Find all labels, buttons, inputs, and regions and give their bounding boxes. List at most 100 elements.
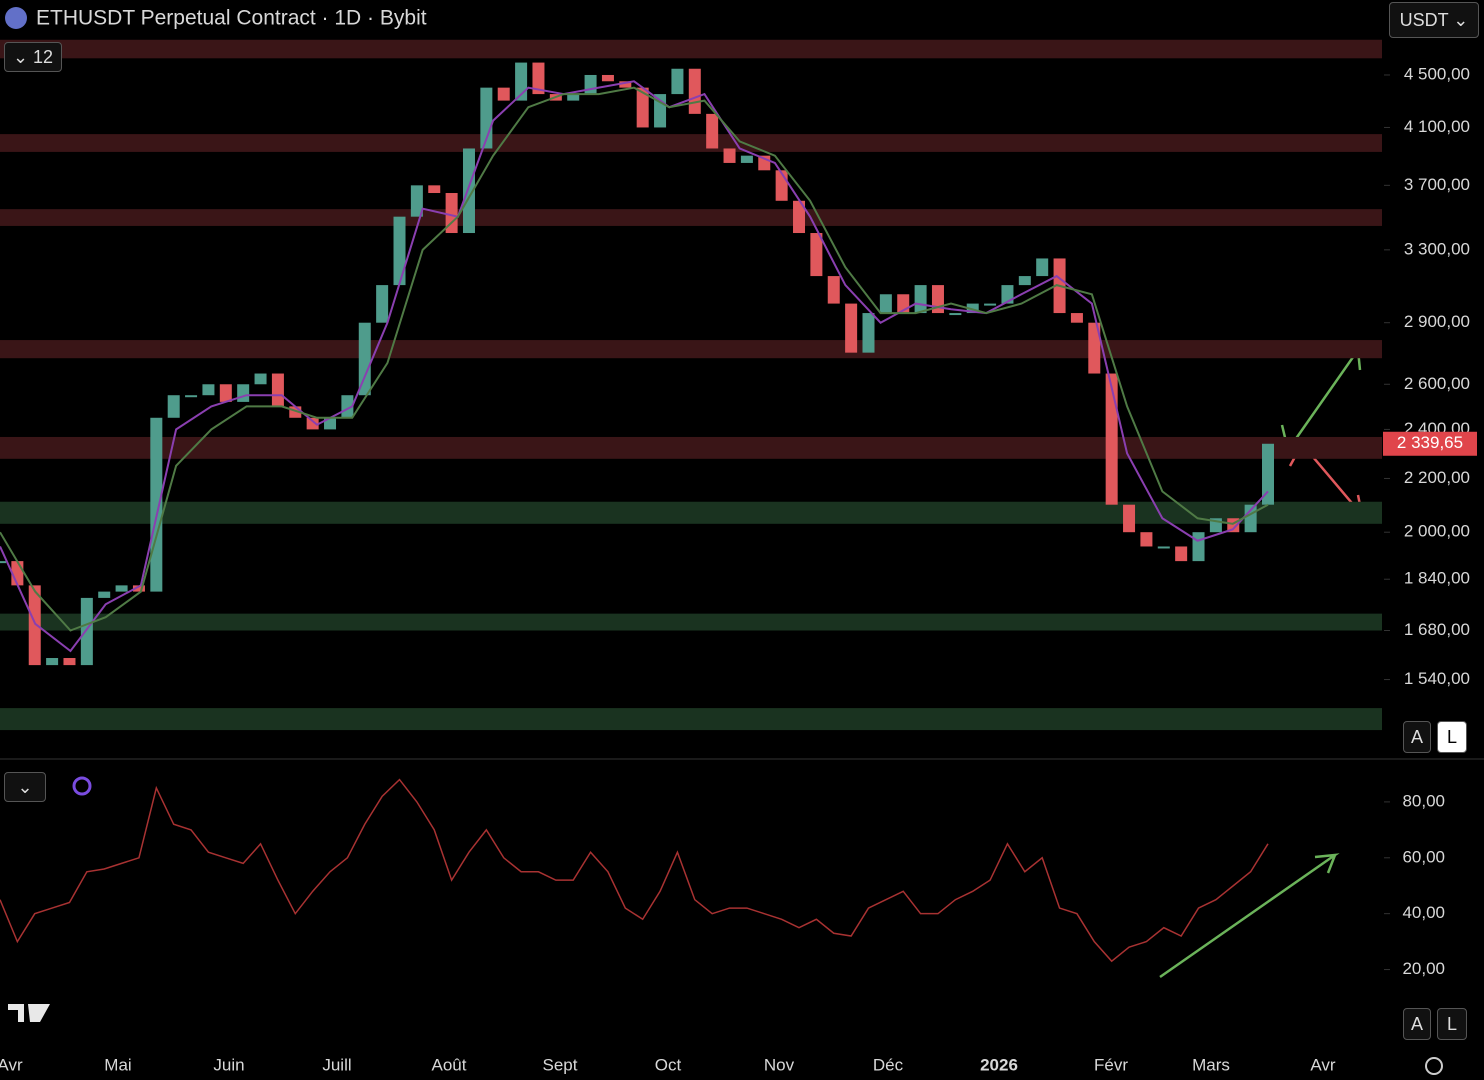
log-button[interactable]: L	[1437, 1008, 1467, 1040]
x-tick-label: Juin	[213, 1055, 244, 1074]
candle	[376, 285, 389, 323]
candle	[63, 658, 76, 666]
eth-icon	[5, 7, 27, 29]
candle	[0, 561, 6, 564]
candle	[845, 303, 858, 353]
indicator-count: 12	[33, 47, 54, 67]
candle	[1140, 532, 1153, 547]
zone	[0, 708, 1382, 731]
candle	[324, 417, 337, 430]
y-tick-label: 1 840,00	[1404, 569, 1470, 588]
candle	[1001, 285, 1014, 304]
candle	[341, 395, 354, 418]
candle	[462, 148, 475, 234]
auto-button[interactable]: A	[1403, 721, 1431, 753]
candle	[1123, 504, 1136, 533]
zone	[0, 134, 1382, 152]
y-tick-label: 2 200,00	[1404, 468, 1470, 487]
candle	[601, 74, 614, 82]
x-tick-label: Mars	[1192, 1055, 1230, 1074]
x-tick-label: Févr	[1094, 1055, 1128, 1074]
zone	[0, 209, 1382, 226]
candle	[167, 395, 180, 418]
x-tick-label: Nov	[764, 1055, 795, 1074]
candle	[410, 185, 423, 217]
candle	[1105, 373, 1118, 505]
rsi-arrow	[1159, 853, 1340, 979]
chart-title: ETHUSDT Perpetual Contract · 1D · Bybit	[36, 7, 427, 30]
currency: USDT	[1399, 10, 1449, 30]
candle	[80, 597, 93, 666]
x-tick-label: Sept	[543, 1055, 578, 1074]
candle	[98, 591, 111, 598]
candle	[1192, 532, 1205, 562]
candle	[688, 68, 701, 114]
y-tick-label: 2 000,00	[1404, 522, 1470, 541]
logo	[8, 1004, 50, 1022]
candle	[827, 276, 840, 304]
y-tick-label: 4 500,00	[1404, 64, 1470, 83]
candle	[306, 417, 319, 430]
zone	[0, 613, 1382, 631]
candle	[358, 322, 371, 396]
candle	[740, 155, 753, 163]
x-tick-label: 2026	[980, 1055, 1018, 1074]
y-tick-label: 20,00	[1402, 959, 1445, 978]
auto-button[interactable]: A	[1403, 1008, 1431, 1040]
y-tick-label: 4 100,00	[1404, 117, 1470, 136]
candle	[984, 303, 997, 306]
candle	[46, 658, 59, 666]
candle	[532, 62, 545, 95]
candle	[793, 200, 806, 234]
settings-icon[interactable]	[1425, 1057, 1443, 1075]
candle	[1070, 313, 1083, 323]
price-tag-label: 2 339,65	[1397, 433, 1463, 452]
candle	[254, 373, 267, 385]
candle	[619, 81, 632, 88]
x-tick-label: Avr	[1310, 1055, 1336, 1074]
candle	[132, 585, 145, 592]
candle	[289, 406, 302, 418]
candle	[428, 185, 441, 194]
candle	[671, 68, 684, 95]
candle	[1157, 546, 1170, 549]
pane-toggle[interactable]: ⌄	[4, 772, 46, 802]
candle	[879, 294, 892, 314]
candle	[219, 384, 232, 402]
candle	[1262, 443, 1274, 505]
candle	[271, 373, 284, 407]
candle	[115, 585, 128, 592]
zone	[0, 436, 1382, 459]
candle	[1018, 276, 1031, 286]
candle	[584, 74, 597, 95]
candle	[567, 94, 580, 101]
zone	[0, 340, 1382, 359]
candle	[237, 384, 250, 402]
candle	[914, 285, 927, 314]
sync-icon[interactable]	[72, 776, 92, 796]
rsi-line	[0, 778, 1269, 963]
zone	[0, 39, 1382, 59]
x-tick-label: Avr	[0, 1055, 23, 1074]
x-tick-label: Juill	[322, 1055, 351, 1074]
zone	[0, 501, 1382, 524]
x-tick-label: Août	[432, 1055, 467, 1074]
y-tick-label: 1 680,00	[1404, 620, 1470, 639]
currency-select[interactable]: USDT ⌄	[1389, 2, 1479, 38]
x-tick-label: Mai	[104, 1055, 131, 1074]
candle	[497, 87, 510, 101]
log-button[interactable]: L	[1437, 721, 1467, 753]
price-tag	[1383, 431, 1477, 456]
y-tick-label: 3 300,00	[1404, 239, 1470, 258]
x-tick-label: Oct	[655, 1055, 682, 1074]
x-tick-label: Déc	[873, 1055, 904, 1074]
candle	[810, 233, 823, 277]
indicator-toggle[interactable]: ⌄ 12	[4, 42, 62, 72]
moving-average	[0, 86, 1269, 632]
y-tick-label: 40,00	[1402, 903, 1445, 922]
candle	[28, 585, 41, 666]
candle	[393, 216, 406, 286]
candle	[862, 313, 875, 353]
